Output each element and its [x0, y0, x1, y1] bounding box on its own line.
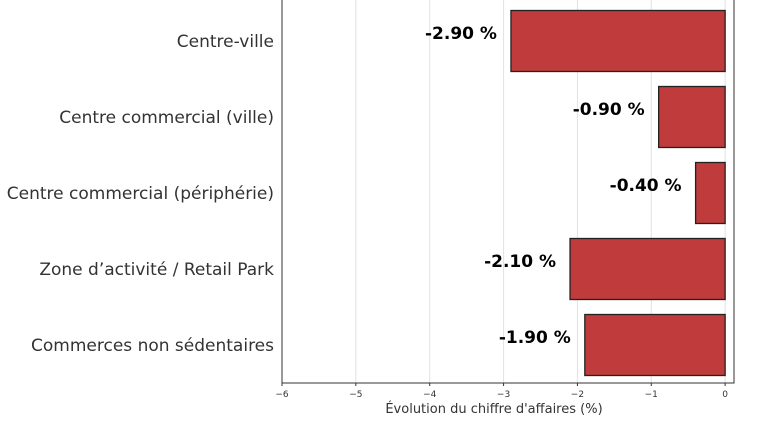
category-label-2: Centre commercial (périphérie): [7, 184, 274, 204]
plot-frame: [281, 0, 735, 384]
plot-border: [281, 0, 735, 384]
category-label-4: Commerces non sédentaires: [31, 336, 274, 356]
data-label-0: -2.90 %: [425, 24, 497, 44]
category-labels: Centre-ville Centre commercial (ville) Cen…: [7, 32, 274, 356]
data-label-1: -0.90 %: [573, 100, 645, 120]
data-labels: -2.90 % -0.90 % -0.40 % -2.10 % -1.90 %: [425, 24, 682, 348]
bar-4: [584, 313, 726, 377]
data-label-3: -2.10 %: [484, 252, 556, 272]
bar-3: [569, 237, 726, 301]
bar-0: [510, 9, 726, 73]
x-tick-label-4: −2: [571, 390, 584, 400]
x-tick-label-2: −4: [423, 390, 437, 400]
category-label-3: Zone d’activité / Retail Park: [39, 260, 274, 280]
x-tick-label-6: 0: [722, 390, 728, 400]
x-tick-label-3: −3: [497, 390, 510, 400]
category-label-0: Centre-ville: [177, 32, 274, 52]
x-tick-label-5: −1: [645, 390, 658, 400]
data-label-4: -1.90 %: [499, 328, 571, 348]
category-label-1: Centre commercial (ville): [59, 108, 274, 128]
bars: [510, 9, 726, 377]
x-axis-ticks: −6 −5 −4 −3 −2 −1 0: [275, 383, 728, 400]
bar-1: [658, 85, 726, 149]
x-tick-label-0: −6: [275, 390, 289, 400]
data-label-2: -0.40 %: [610, 176, 682, 196]
x-axis-title: Évolution du chiffre d'affaires (%): [385, 401, 602, 417]
bar-2: [694, 161, 726, 225]
x-tick-label-1: −5: [349, 390, 362, 400]
